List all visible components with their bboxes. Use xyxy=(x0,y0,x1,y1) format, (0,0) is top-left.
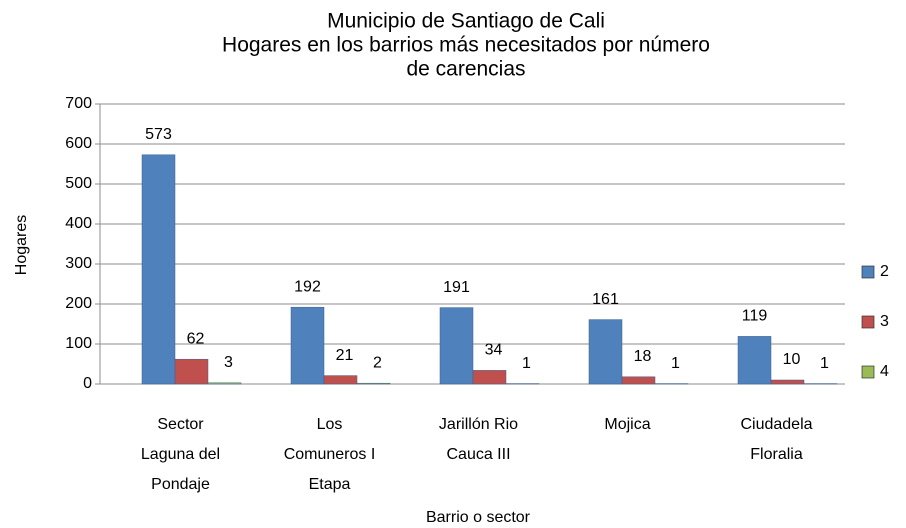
x-tick-label: Cauca III xyxy=(446,446,510,463)
data-label: 573 xyxy=(145,126,172,143)
data-label: 161 xyxy=(592,291,619,308)
legend-swatch xyxy=(861,365,875,379)
data-label: 62 xyxy=(187,330,205,347)
data-label: 3 xyxy=(224,354,233,371)
data-label: 1 xyxy=(820,355,829,372)
x-tick-label: Laguna del xyxy=(141,446,220,463)
data-label: 18 xyxy=(634,348,652,365)
bar xyxy=(737,336,772,385)
bar xyxy=(621,376,656,385)
bar xyxy=(207,382,242,385)
x-tick-label: Sector xyxy=(157,416,204,433)
x-tick-label: Ciudadela xyxy=(740,416,812,433)
chart-title: Municipio de Santiago de Cali xyxy=(327,10,605,33)
bar xyxy=(174,358,209,385)
data-label: 10 xyxy=(783,351,801,368)
bar xyxy=(323,375,358,385)
data-label: 1 xyxy=(522,355,531,372)
data-label: 2 xyxy=(373,354,382,371)
y-tick-label: 600 xyxy=(65,135,92,152)
data-label: 119 xyxy=(742,308,768,325)
x-tick-label: Etapa xyxy=(309,476,351,493)
x-axis-title: Barrio o sector xyxy=(426,509,531,526)
bar xyxy=(439,307,474,385)
legend-label: 4 xyxy=(880,363,889,380)
bar xyxy=(472,370,507,385)
data-label: 191 xyxy=(443,279,470,296)
y-tick-label: 100 xyxy=(65,335,92,352)
legend-label: 2 xyxy=(880,263,889,280)
x-tick-label: Mojica xyxy=(604,416,650,433)
bar xyxy=(588,319,623,385)
legend-label: 3 xyxy=(880,313,889,330)
bar xyxy=(290,306,325,385)
y-tick-label: 400 xyxy=(65,215,92,232)
y-tick-label: 300 xyxy=(65,255,92,272)
y-tick-label: 200 xyxy=(65,295,92,312)
legend-swatch xyxy=(861,315,875,329)
x-tick-label: Pondaje xyxy=(151,476,210,493)
bar xyxy=(770,379,805,385)
x-tick-label: Jarillón Rio xyxy=(439,416,518,433)
data-label: 34 xyxy=(485,342,503,359)
data-label: 21 xyxy=(336,347,354,364)
y-tick-label: 0 xyxy=(83,375,92,392)
data-label: 192 xyxy=(294,278,321,295)
x-tick-label: Floralia xyxy=(750,446,803,463)
y-axis-title: Hogares xyxy=(13,215,30,275)
bar xyxy=(356,382,391,385)
chart-title: de carencias xyxy=(406,58,525,81)
data-label: 1 xyxy=(671,355,680,372)
x-tick-label: Los xyxy=(317,416,343,433)
x-tick-label: Comuneros I xyxy=(284,446,376,463)
y-tick-label: 700 xyxy=(65,95,92,112)
bar xyxy=(141,154,176,385)
chart-title: Hogares en los barrios más necesitados p… xyxy=(222,34,710,57)
y-tick-label: 500 xyxy=(65,175,92,192)
legend-swatch xyxy=(861,265,875,279)
